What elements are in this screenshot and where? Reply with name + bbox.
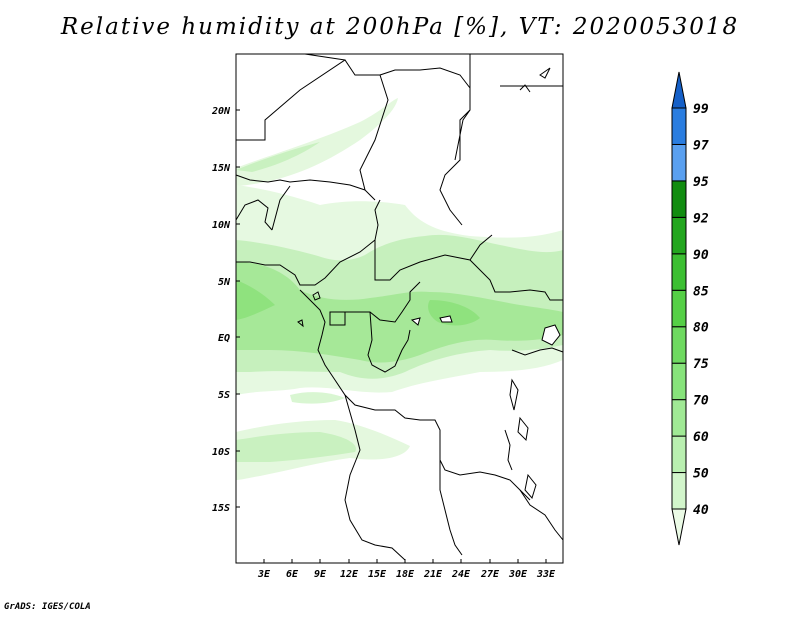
colorbar-segment bbox=[671, 435, 687, 474]
lakes bbox=[410, 315, 561, 500]
colorbar-label: 97 bbox=[693, 138, 709, 153]
colorbar-label: 60 bbox=[693, 430, 709, 445]
colorbar-label: 85 bbox=[693, 284, 709, 299]
colorbar-segment bbox=[671, 472, 687, 510]
colorbar-segment bbox=[671, 107, 687, 145]
colorbar-segment bbox=[671, 399, 687, 437]
lon-label: 3E bbox=[257, 569, 271, 580]
islands bbox=[297, 291, 321, 328]
credit-label: GrADS: IGES/COLA bbox=[4, 602, 91, 612]
lat-label: 15S bbox=[212, 503, 230, 514]
colorbar-label: 70 bbox=[693, 394, 709, 409]
map-frame bbox=[235, 53, 564, 564]
colorbar-segment bbox=[671, 508, 687, 546]
colorbar-segment bbox=[671, 362, 687, 401]
lat-label: 5S bbox=[218, 390, 230, 401]
lon-label: 27E bbox=[480, 569, 500, 580]
lat-label: 20N bbox=[211, 106, 231, 117]
lon-label: 6E bbox=[286, 569, 299, 580]
lon-label: 18E bbox=[396, 569, 415, 580]
lat-label: 10N bbox=[212, 220, 231, 231]
colorbar-segment bbox=[671, 289, 687, 328]
latitude-axis: 20N 15N 10N 5N EQ 5S 10S 15S bbox=[211, 106, 240, 514]
lon-label: 21E bbox=[423, 569, 443, 580]
lat-label: 15N bbox=[212, 163, 231, 174]
colorbar-segment bbox=[671, 180, 687, 218]
colorbar-label: 90 bbox=[693, 248, 709, 263]
colorbar-label: 75 bbox=[693, 357, 709, 372]
colorbar-label: 92 bbox=[693, 211, 709, 226]
colorbar-label: 99 bbox=[693, 102, 709, 117]
lon-label: 9E bbox=[314, 569, 327, 580]
lon-label: 24E bbox=[451, 569, 471, 580]
lon-label: 15E bbox=[368, 569, 387, 580]
lat-label: 10S bbox=[212, 447, 230, 458]
map-panel bbox=[235, 53, 564, 564]
colorbar-label: 40 bbox=[693, 503, 709, 518]
colorbar-segment bbox=[671, 216, 687, 255]
lon-label: 30E bbox=[508, 569, 528, 580]
lon-label: 12E bbox=[340, 569, 359, 580]
longitude-axis: 3E 6E 9E 12E 15E 18E 21E 24E 27E 30E 33E bbox=[257, 559, 556, 580]
colorbar-label: 50 bbox=[693, 467, 709, 482]
colorbar-label: 80 bbox=[693, 321, 709, 336]
colorbar-segment bbox=[671, 71, 687, 109]
colorbar-segment bbox=[671, 143, 687, 182]
lat-label: 5N bbox=[218, 277, 231, 288]
lon-label: 33E bbox=[536, 569, 556, 580]
colorbar-segment bbox=[671, 326, 687, 364]
map-title: Relative humidity at 200hPa [%], VT: 202… bbox=[60, 14, 740, 40]
colorbar-label: 95 bbox=[693, 175, 709, 190]
country-borders bbox=[235, 53, 564, 561]
colorbar-segment bbox=[671, 253, 687, 291]
lat-label: EQ bbox=[218, 333, 230, 344]
colorbar: 40 50 60 70 75 80 85 90 92 95 97 99 bbox=[671, 71, 709, 546]
